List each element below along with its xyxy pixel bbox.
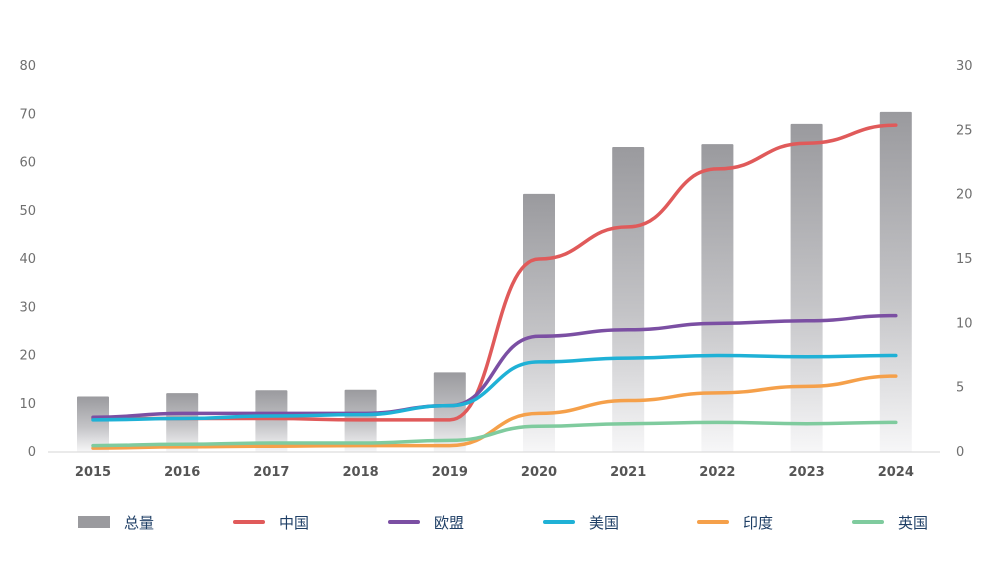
left-y-tick-label: 30 (19, 300, 36, 315)
x-tick-label: 2023 (789, 465, 825, 480)
bar-total-2022 (701, 144, 734, 453)
x-tick-label: 2018 (343, 465, 379, 480)
bar-total-2024 (879, 111, 912, 453)
x-tick-label: 2015 (75, 465, 111, 480)
legend-line-swatch (543, 520, 575, 524)
x-tick-label: 2019 (432, 465, 468, 480)
bar-total-2023 (790, 123, 823, 453)
x-tick-label: 2016 (164, 465, 200, 480)
left-y-tick-label: 60 (19, 156, 36, 171)
left-y-tick-label: 20 (19, 349, 36, 364)
right-y-tick-label: 20 (956, 188, 973, 203)
line-series-5 (91, 420, 898, 448)
right-y-tick-label: 10 (956, 316, 973, 331)
legend-item: 欧盟 (388, 506, 464, 538)
line-series-2 (91, 313, 898, 420)
line-series (91, 123, 898, 450)
left-y-axis-ticks: 0 10 20 30 40 50 60 70 80 (19, 59, 36, 460)
left-y-tick-label: 40 (19, 252, 36, 267)
right-y-tick-label: 0 (956, 445, 964, 460)
bar-total-2021 (612, 147, 645, 452)
legend-item: 英国 (852, 506, 928, 538)
legend-label: 欧盟 (434, 513, 465, 532)
right-y-axis-ticks: 0 5 10 15 20 25 30 (956, 59, 973, 460)
x-tick-label: 2020 (521, 465, 557, 480)
legend-label: 总量 (124, 513, 155, 532)
legend-label: 英国 (898, 513, 929, 532)
left-y-tick-label: 80 (19, 59, 36, 74)
legend-line-swatch (388, 520, 420, 524)
legend-item: 印度 (697, 506, 773, 538)
legend-line-swatch (697, 520, 729, 524)
bar-total-2016 (166, 393, 199, 452)
line-series-3 (91, 353, 898, 422)
right-y-tick-label: 5 (956, 381, 964, 396)
bar-total-2017 (255, 390, 288, 452)
legend-item: 美国 (543, 506, 619, 538)
right-y-tick-label: 15 (956, 252, 973, 267)
right-y-tick-label: 25 (956, 123, 973, 138)
legend-label: 美国 (589, 513, 620, 532)
x-tick-label: 2017 (253, 465, 289, 480)
bar-total-2019 (433, 372, 466, 452)
x-tick-label: 2022 (699, 465, 735, 480)
left-y-tick-label: 0 (28, 445, 36, 460)
legend-line-swatch (233, 520, 265, 524)
legend-line-swatch (852, 520, 884, 524)
line-series-4 (91, 374, 898, 450)
bar-series-total (77, 111, 912, 453)
legend-bar-swatch (78, 516, 110, 528)
left-y-tick-label: 70 (19, 107, 36, 122)
legend-label: 中国 (279, 513, 310, 532)
legend-item: 中国 (233, 506, 309, 538)
left-y-tick-label: 10 (19, 397, 36, 412)
right-y-tick-label: 30 (956, 59, 973, 74)
legend-item: 总量 (78, 506, 154, 538)
legend: 总量 中国 欧盟 美国 印度 英国 (0, 506, 1000, 538)
line-series-1 (91, 123, 898, 422)
x-axis-ticks: 2015 2016 2017 2018 2019 2020 2021 2022 2023 2024 (75, 465, 914, 480)
bar-total-2015 (77, 396, 109, 452)
left-y-tick-label: 50 (19, 204, 36, 219)
legend-label: 印度 (743, 513, 774, 532)
x-tick-label: 2024 (878, 465, 914, 480)
x-tick-label: 2021 (610, 465, 646, 480)
